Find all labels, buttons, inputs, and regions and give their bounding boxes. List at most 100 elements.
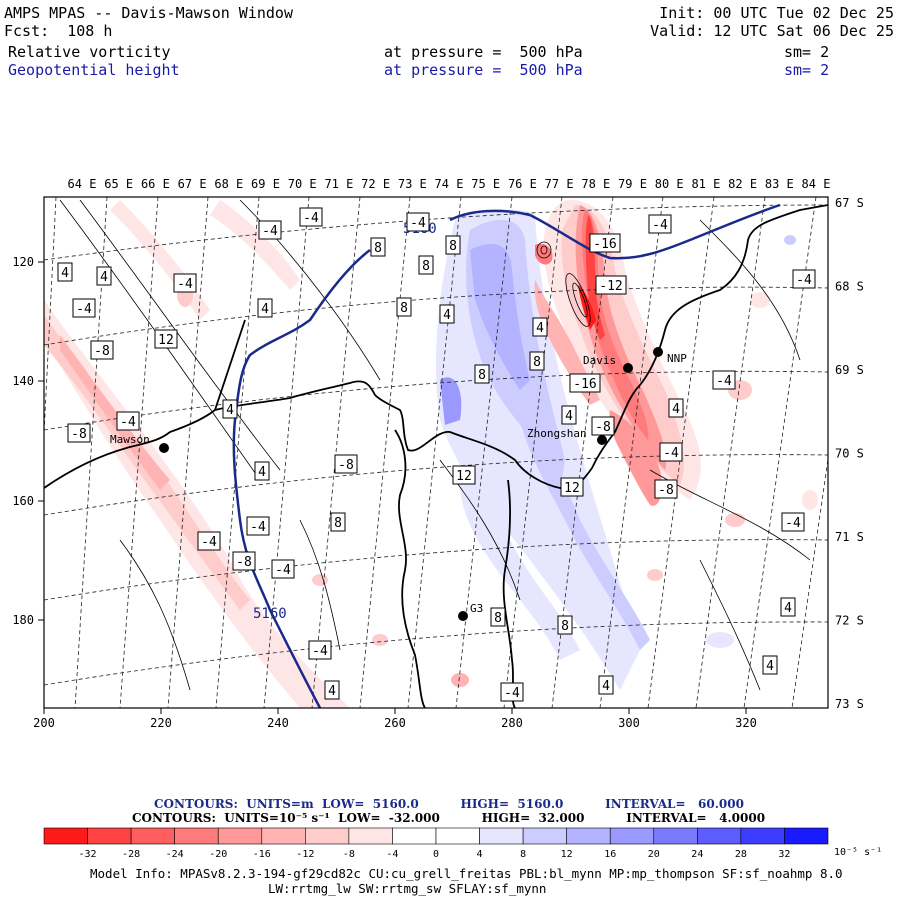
colorbar-tick: 28 <box>735 849 747 860</box>
vorticity-label: 4 <box>222 399 238 419</box>
vorticity-label: -16 <box>569 373 601 393</box>
svg-text:-16: -16 <box>573 377 596 392</box>
x-tick-label: 200 <box>33 716 55 730</box>
svg-text:-8: -8 <box>595 420 611 435</box>
svg-text:12: 12 <box>456 469 472 484</box>
vorticity-label: 8 <box>445 235 461 255</box>
forecast-hour: Fcst: 108 h <box>4 22 113 40</box>
colorbar-swatch <box>479 827 524 845</box>
svg-text:4: 4 <box>443 308 451 323</box>
longitude-label: 67 E <box>178 177 207 191</box>
latitude-label: 68 S <box>835 280 864 294</box>
colorbar-tick: -32 <box>79 849 97 860</box>
svg-text:4: 4 <box>784 601 792 616</box>
top-longitude-labels: 64 E 65 E 66 E 67 E 68 E 69 E 70 E 71 E 72 E 73 E… <box>68 177 831 191</box>
vorticity-label: -16 <box>589 233 621 253</box>
vorticity-label: 4 <box>598 675 614 695</box>
colorbar-swatch <box>130 827 175 845</box>
svg-text:-4: -4 <box>504 686 520 701</box>
x-tick-label: 260 <box>384 716 406 730</box>
vorticity-label: -4 <box>116 411 140 431</box>
colorbar-swatch <box>43 827 88 845</box>
colorbar-swatch <box>174 827 219 845</box>
colorbar-tick: 12 <box>561 849 573 860</box>
plot-frame <box>43 196 829 709</box>
field-2-name: Geopotential height <box>8 61 180 79</box>
vorticity-label: -4 <box>197 531 221 551</box>
svg-text:4: 4 <box>766 659 774 674</box>
vorticity-label: -4 <box>271 559 295 579</box>
svg-text:-4: -4 <box>201 535 217 550</box>
svg-text:12: 12 <box>564 481 580 496</box>
vorticity-label: 4 <box>257 298 273 318</box>
svg-text:8: 8 <box>374 241 382 256</box>
station-davis-marker <box>623 363 633 373</box>
y-tick-label: 180 <box>12 613 34 627</box>
vorticity-label: -4 <box>72 298 96 318</box>
svg-text:4: 4 <box>565 409 573 424</box>
longitude-label: 73 E <box>398 177 427 191</box>
svg-text:-4: -4 <box>410 216 426 231</box>
longitude-label: 82 E <box>728 177 757 191</box>
station-nnp: NNP <box>653 347 687 365</box>
colorbar-swatch <box>305 827 350 845</box>
field-2-smooth: sm= 2 <box>784 61 830 79</box>
station-zhongshan-label: Zhongshan <box>527 427 587 440</box>
vorticity-contour-labels: 4 -4 4 -4 -4 -4 8 4 8 -4 8 8 4 12 4 -16 -4 -12 8 8 -4 -8 4 -4 -1… <box>57 207 816 702</box>
svg-text:-4: -4 <box>312 644 328 659</box>
svg-text:4: 4 <box>536 321 544 336</box>
vorticity-label: 8 <box>370 237 386 257</box>
svg-text:4: 4 <box>672 402 680 417</box>
svg-text:-8: -8 <box>71 427 87 442</box>
colorbar-swatch <box>566 827 611 845</box>
longitude-label: 79 E <box>618 177 647 191</box>
vorticity-label: -4 <box>258 220 282 240</box>
model-info-line-2: LW:rrtmg_lw SW:rrtmg_sw SFLAY:sf_mynn <box>268 881 547 896</box>
vorticity-label: 8 <box>418 255 434 275</box>
field-1-name: Relative vorticity <box>8 43 171 61</box>
vorticity-label: 8 <box>490 607 506 627</box>
svg-text:-4: -4 <box>716 374 732 389</box>
colorbar-tick: 32 <box>778 849 790 860</box>
svg-text:-4: -4 <box>785 516 801 531</box>
svg-text:-8: -8 <box>236 555 252 570</box>
svg-text:4: 4 <box>258 465 266 480</box>
vorticity-label: 8 <box>330 512 346 532</box>
svg-text:8: 8 <box>533 355 541 370</box>
station-nnp-marker <box>653 347 663 357</box>
svg-text:8: 8 <box>449 239 457 254</box>
station-mawson-marker <box>159 443 169 453</box>
svg-text:4: 4 <box>602 679 610 694</box>
longitude-label: 66 E <box>141 177 170 191</box>
vorticity-field <box>44 200 818 708</box>
colorbar-units: 10⁻⁵ s⁻¹ <box>834 847 882 858</box>
colorbar-tick: -12 <box>296 849 314 860</box>
colorbar-tick: 16 <box>604 849 616 860</box>
svg-text:8: 8 <box>334 516 342 531</box>
vorticity-label: -4 <box>173 273 197 293</box>
station-zhongshan-marker <box>597 435 607 445</box>
colorbar-tick: -8 <box>343 849 355 860</box>
x-tick-label: 320 <box>735 716 757 730</box>
colorbar-swatch <box>740 827 785 845</box>
init-time: Init: 00 UTC Tue 02 Dec 25 <box>659 4 894 22</box>
longitude-label: 72 E <box>361 177 390 191</box>
longitude-label: 80 E <box>655 177 684 191</box>
svg-text:8: 8 <box>478 368 486 383</box>
svg-text:-4: -4 <box>177 277 193 292</box>
vorticity-label: 4 <box>96 266 112 286</box>
vorticity-label: -8 <box>654 479 678 499</box>
valid-time: Valid: 12 UTC Sat 06 Dec 25 <box>650 22 894 40</box>
colorbar-tick: -20 <box>209 849 227 860</box>
vorticity-label: -8 <box>90 340 114 360</box>
vorticity-label: 12 <box>154 329 178 349</box>
colorbar-swatch <box>784 827 829 845</box>
coastline <box>44 204 828 708</box>
vorticity-label: 4 <box>57 262 73 282</box>
vorticity-label: 4 <box>561 405 577 425</box>
vorticity-label: -4 <box>299 207 323 227</box>
svg-text:-4: -4 <box>275 563 291 578</box>
svg-text:-8: -8 <box>658 483 674 498</box>
colorbar-tick: 8 <box>520 849 526 860</box>
